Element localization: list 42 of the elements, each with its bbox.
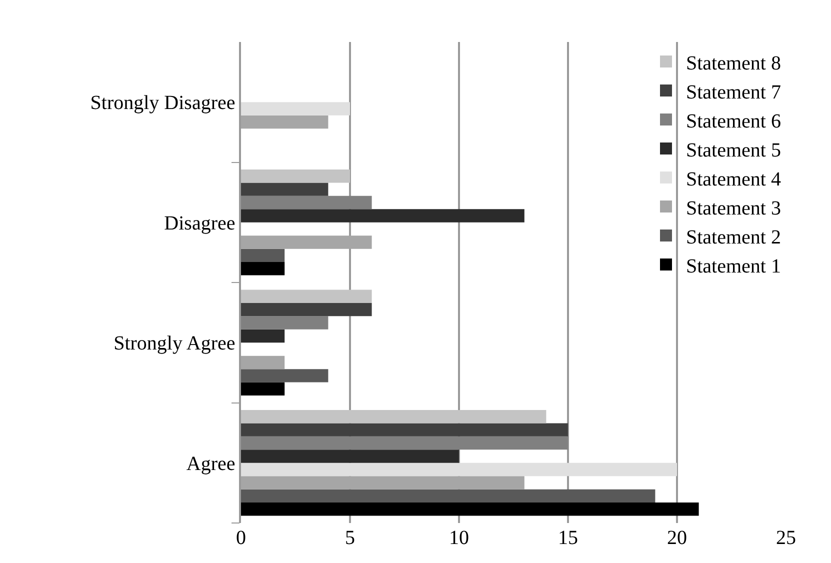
bar (241, 382, 285, 396)
legend-label: Statement 6 (686, 110, 781, 132)
bar (241, 236, 372, 249)
legend-label: Statement 7 (686, 81, 781, 104)
bar (241, 502, 699, 516)
bar (241, 302, 372, 316)
y-tick-label: Disagree (164, 212, 236, 234)
y-tick-label: Agree (186, 452, 236, 475)
x-tick-label: 15 (558, 527, 578, 549)
legend-label: Statement 4 (686, 168, 781, 190)
bar (241, 102, 350, 116)
bar (241, 196, 372, 210)
bar (241, 423, 568, 436)
bar (241, 462, 677, 476)
bar (241, 115, 328, 129)
legend-label: Statement 1 (686, 255, 781, 278)
bar (241, 182, 328, 196)
bar (241, 329, 285, 343)
bar (241, 356, 285, 370)
bar (241, 369, 328, 382)
bar (241, 262, 285, 276)
bar (241, 209, 524, 222)
bar (241, 248, 285, 262)
bar (241, 450, 459, 463)
x-tick-label: 10 (449, 527, 469, 549)
x-tick-label: 25 (776, 527, 796, 549)
legend-label: Statement 3 (686, 197, 781, 220)
bar (241, 169, 350, 183)
x-tick-label: 0 (236, 527, 246, 549)
bar (241, 436, 568, 450)
y-tick-label: Strongly Disagree (90, 92, 236, 114)
y-tick-label: Strongly Agree (114, 332, 236, 355)
bar (241, 316, 328, 330)
bar (241, 476, 524, 490)
bar (241, 290, 372, 303)
legend-label: Statement 5 (686, 139, 781, 162)
legend-label: Statement 8 (686, 52, 781, 74)
bar (241, 489, 656, 503)
x-tick-label: 5 (345, 527, 355, 549)
x-tick-label: 20 (667, 527, 687, 549)
bar (241, 410, 546, 424)
legend-label: Statement 2 (686, 226, 781, 248)
